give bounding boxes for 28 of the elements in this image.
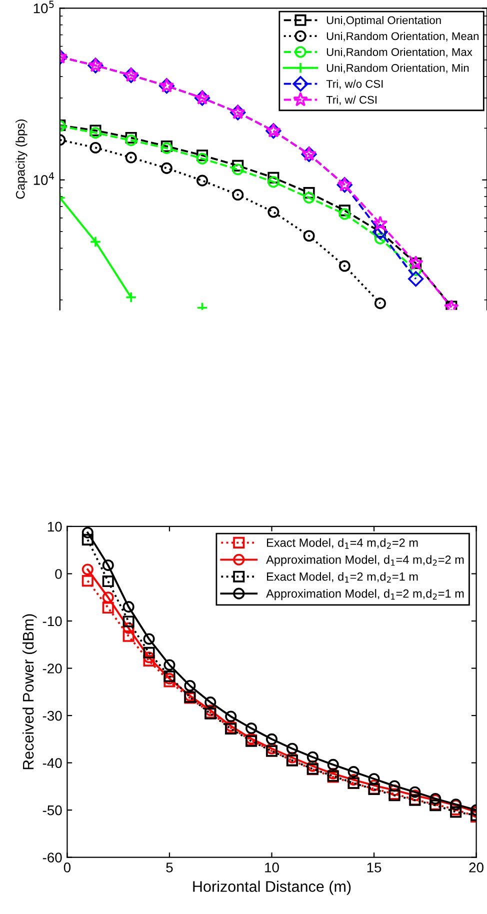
x-tick-label: 0 bbox=[64, 862, 71, 872]
legend-label: Uni,Random Orientation, Mean bbox=[326, 32, 479, 42]
legend-label: Exact Model, d$_{1}$=2 m,d$_{2}$=1 m bbox=[266, 572, 418, 583]
y-tick-label: 10 bbox=[48, 522, 62, 532]
y-tick-label: -50 bbox=[42, 805, 62, 816]
y-tick-label: 10$^{4}$ bbox=[34, 172, 54, 185]
legend-label: Uni,Random Orientation, Max bbox=[326, 48, 472, 58]
y-tick-label: -20 bbox=[42, 664, 62, 674]
x-tick-label: 15 bbox=[367, 862, 382, 872]
legend-label: Tri, w/o CSI bbox=[326, 80, 383, 90]
x-axis-title: Horizontal Distance (m) bbox=[193, 880, 351, 895]
x-tick-label: 10 bbox=[265, 862, 279, 872]
x-tick-label: 20 bbox=[469, 862, 484, 872]
y-tick-label: -30 bbox=[42, 710, 62, 721]
legend-label: Exact Model, d$_{1}$=4 m,d$_{2}$=2 m bbox=[266, 538, 418, 549]
y-tick-label: 0 bbox=[55, 569, 62, 579]
legend-label: Uni,Optimal Orientation bbox=[326, 16, 441, 26]
legend-label: Uni,Random Orientation, Min bbox=[326, 64, 469, 74]
x-tick-label: 5 bbox=[166, 862, 173, 872]
legend-label: Approximation Model, d$_{1}$=4 m,d$_{2}$=2 m bbox=[266, 555, 464, 566]
y-tick-label: 10$^{5}$ bbox=[34, 0, 54, 14]
y-tick-label: -60 bbox=[42, 852, 62, 862]
y-tick-label: -10 bbox=[42, 616, 62, 626]
legend-label: Approximation Model, d$_{1}$=2 m,d$_{2}$=1 m bbox=[266, 589, 464, 600]
y-axis-title: Received Power (dBm) bbox=[22, 614, 37, 770]
y-tick-label: -40 bbox=[42, 758, 62, 768]
legend-label: Tri, w/ CSI bbox=[326, 96, 376, 106]
y-axis-title: Capacity (bps) bbox=[16, 120, 28, 199]
